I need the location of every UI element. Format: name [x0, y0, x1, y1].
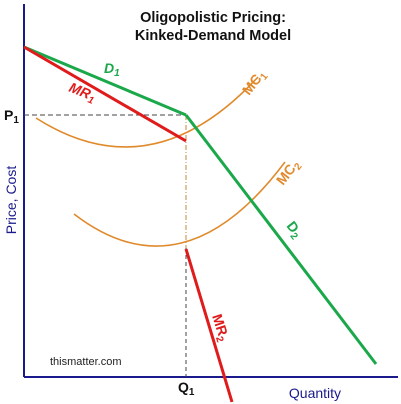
mr2-label: MR2	[206, 312, 233, 344]
title-line-1: Oligopolistic Pricing:	[140, 10, 286, 26]
price-tick-label: P1	[4, 107, 19, 126]
quantity-tick-label: Q1	[178, 379, 195, 398]
credit-text: thismatter.com	[50, 356, 122, 368]
x-axis-label: Quantity	[289, 385, 341, 401]
mc1-label: MC1	[239, 66, 271, 100]
d2-label: D2	[281, 218, 306, 242]
title-line-2: Kinked-Demand Model	[135, 28, 291, 44]
mr1-label: MR1	[66, 79, 99, 107]
mc2-label: MC2	[273, 156, 305, 190]
d1-curve	[23, 45, 187, 117]
mr2-curve	[184, 248, 234, 403]
y-axis-label: Price, Cost	[3, 166, 19, 235]
d2-curve	[184, 114, 378, 365]
mc1-curve	[35, 76, 259, 148]
mc2-curve	[73, 161, 286, 247]
mr1-curve	[23, 45, 187, 143]
d1-label: D1	[104, 60, 120, 79]
